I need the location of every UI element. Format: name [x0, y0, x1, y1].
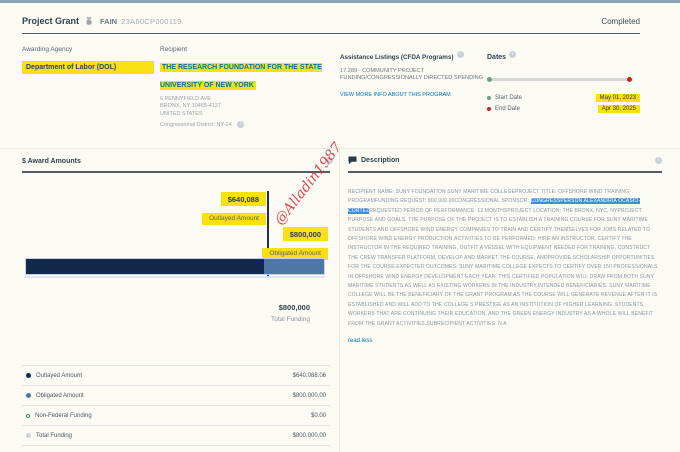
- award-amounts-divider: [22, 171, 330, 173]
- obligated-amount: $800,000: [282, 227, 328, 241]
- fain-value: 23A60CP000119: [121, 16, 182, 26]
- assistance-listings-info-icon[interactable]: [456, 51, 464, 59]
- main-top-divider: [0, 148, 680, 149]
- awarding-agency-value[interactable]: Department of Labor (DOL): [22, 61, 154, 74]
- header-divider: [22, 33, 640, 34]
- outlayed-bar-segment: [26, 259, 265, 274]
- total-funding-callout: $800,000 Total Funding: [150, 303, 310, 323]
- total-funding-bullet-icon: [26, 433, 31, 438]
- assistance-listings-section: Assistance Listings (CFDA Programs) 17.2…: [340, 46, 487, 101]
- start-date-row: Start Date May 01, 2023: [487, 92, 640, 103]
- legend-non-federal-label: Non-Federal Funding: [35, 412, 92, 419]
- grant-medal-icon: [85, 16, 93, 26]
- recipient-address-line3: UNITED STATES: [160, 110, 203, 117]
- timeline-start-dot: [487, 77, 492, 82]
- district-info-icon[interactable]: [236, 121, 244, 129]
- dates-timeline: [487, 76, 632, 83]
- recipient-name-link[interactable]: THE RESEARCH FOUNDATION FOR THE STATE UN…: [160, 63, 322, 90]
- fain-label: FAIN: [100, 16, 118, 26]
- legend-obligated-value: $800,000.00: [292, 392, 326, 399]
- description-header: Description: [348, 156, 662, 165]
- description-body: RECIPIENT NAME: SUNY FOUNDATION SUNY MAR…: [348, 188, 662, 347]
- outlayed-amount: $640,088: [220, 192, 266, 206]
- recipient-section: Recipient THE RESEARCH FOUNDATION FOR TH…: [160, 46, 334, 129]
- legend-row-outlayed[interactable]: Outlayed Amount $640,088.06: [22, 366, 330, 386]
- status-badge: Completed: [601, 16, 640, 26]
- description-divider: [348, 171, 662, 173]
- dates-label: Dates: [487, 54, 507, 61]
- award-type-title: Project Grant: [22, 16, 80, 26]
- description-part1: RECIPIENT NAME: SUNY FOUNDATION SUNY MAR…: [348, 189, 630, 205]
- read-less-link[interactable]: read less: [348, 338, 373, 345]
- end-date-bullet-icon: [487, 106, 491, 111]
- outlayed-bullet-icon: [26, 373, 31, 378]
- congressional-district: Congressional District: NY-14: [160, 121, 334, 129]
- dates-section: Dates Start Date May 01, 2023 End Date A…: [487, 46, 640, 114]
- recipient-address: 6 PENNYFIELD AVE BRONX, NY 10465-4127 UN…: [160, 96, 334, 118]
- obligated-callout: $800,000 Obligated Amount: [162, 224, 328, 260]
- recipient-label: Recipient: [160, 46, 188, 53]
- outlayed-marker-line: [267, 191, 269, 276]
- legend-total-label: Total Funding: [36, 432, 73, 439]
- award-amounts-legend: Outlayed Amount $640,088.06 Obligated Am…: [22, 365, 330, 446]
- speech-bubble-icon: [348, 156, 357, 165]
- description-info-icon[interactable]: [655, 157, 662, 164]
- legend-obligated-label: Obligated Amount: [36, 392, 84, 399]
- legend-row-total[interactable]: Total Funding $800,000.00: [22, 426, 330, 446]
- award-header: Project Grant FAIN 23A60CP000119 Complet…: [22, 16, 640, 26]
- end-date-value: Apr 30, 2025: [597, 104, 640, 113]
- description-part2: REQUESTED PERIOD OF PERFORMANCE: 12 MONT…: [348, 207, 658, 327]
- awarding-agency-label: Awarding Agency: [22, 46, 73, 53]
- obligated-bullet-icon: [26, 393, 31, 398]
- recipient-address-line2: BRONX, NY 10465-4127: [160, 103, 222, 110]
- legend-total-value: $800,000.00: [292, 432, 326, 439]
- total-funding-amount: $800,000: [278, 303, 310, 312]
- program-info-link[interactable]: VIEW MORE INFO ABOUT THIS PROGRAM: [340, 91, 451, 98]
- bar-underline: [25, 276, 325, 278]
- dates-info-icon[interactable]: [509, 51, 517, 59]
- legend-outlayed-label: Outlayed Amount: [36, 372, 83, 379]
- start-date-label: Start Date: [495, 94, 523, 101]
- award-amounts-bar[interactable]: [25, 258, 325, 275]
- end-date-row: End Date Apr 30, 2025: [487, 103, 640, 114]
- outlayed-callout: $640,088 Outlayed Amount: [100, 189, 266, 225]
- legend-row-obligated[interactable]: Obligated Amount $800,000.00: [22, 386, 330, 406]
- top-accent-strip: [0, 0, 680, 3]
- assistance-listings-value: 17.289 - COMMUNITY PROJECT FUNDING/CONGR…: [340, 68, 484, 82]
- legend-outlayed-value: $640,088.06: [292, 372, 326, 379]
- recipient-address-line1: 6 PENNYFIELD AVE: [160, 96, 211, 102]
- start-date-bullet-icon: [487, 95, 491, 100]
- legend-non-federal-value: $0.00: [310, 412, 326, 419]
- timeline-bar: [487, 78, 632, 81]
- award-amounts-info-icon[interactable]: [326, 157, 333, 164]
- non-federal-bullet-icon: [26, 413, 30, 418]
- assistance-listings-label: Assistance Listings (CFDA Programs): [340, 54, 454, 61]
- awarding-agency-section: Awarding Agency Department of Labor (DOL…: [22, 46, 160, 74]
- description-title: Description: [361, 157, 400, 164]
- outlayed-amount-label: Outlayed Amount: [202, 213, 266, 225]
- end-date-label: End Date: [495, 105, 521, 112]
- timeline-end-dot: [627, 77, 632, 82]
- start-date-value: May 01, 2023: [595, 93, 640, 102]
- description-text: RECIPIENT NAME: SUNY FOUNDATION SUNY MAR…: [348, 188, 662, 329]
- date-rows: Start Date May 01, 2023 End Date Apr 30,…: [487, 92, 640, 114]
- total-funding-label: Total Funding: [270, 316, 310, 323]
- obligated-amount-label: Obligated Amount: [262, 248, 328, 260]
- award-amounts-title: $ Award Amounts: [22, 158, 81, 165]
- legend-row-non-federal[interactable]: Non-Federal Funding $0.00: [22, 406, 330, 426]
- congressional-district-text: Congressional District: NY-14: [160, 121, 232, 128]
- panel-vertical-divider: [339, 148, 340, 452]
